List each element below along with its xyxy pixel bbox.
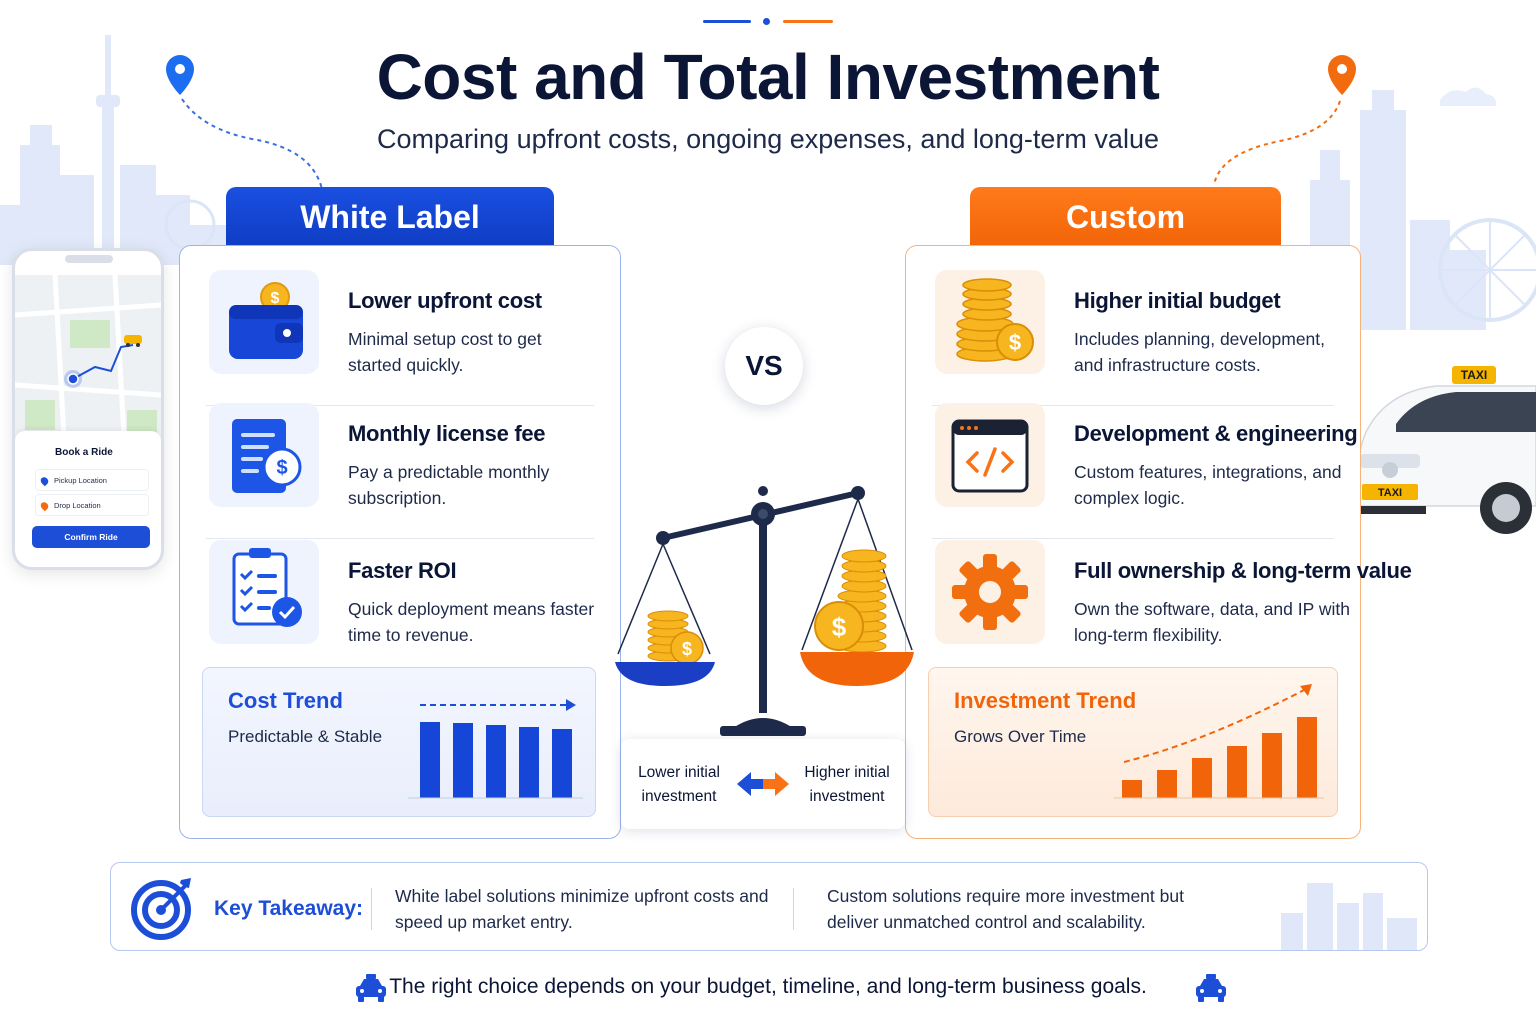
white-label-panel: $ Lower upfront cost Minimal setup cost … xyxy=(179,245,621,839)
cost-bar xyxy=(420,722,440,798)
investment-trend-chart xyxy=(1114,684,1324,799)
taxi-car-illustration: TAXI TAXI xyxy=(1356,366,1536,534)
invoice-dollar-icon: $ xyxy=(232,419,302,493)
trend-title: Investment Trend xyxy=(954,688,1137,713)
custom-panel: $ Higher initial budget Includes plannin… xyxy=(905,245,1412,839)
drop-pin-icon xyxy=(39,500,50,512)
map-pin-blue-icon xyxy=(166,55,323,190)
feature-title: Monthly license fee xyxy=(348,421,546,446)
pickup-placeholder: Pickup Location xyxy=(54,476,107,485)
takeaway-skyline xyxy=(1281,883,1417,950)
drop-location-input[interactable]: Drop Location xyxy=(35,494,149,516)
takeaway-white-label-text: White label solutions minimize upfront c… xyxy=(395,886,769,932)
compare-right-label: Higher initial investment xyxy=(804,764,890,805)
car-icon-left xyxy=(356,974,386,1002)
pickup-location-input[interactable]: Pickup Location xyxy=(35,469,149,491)
booking-sheet: Book a Ride Pickup Location Drop Locatio… xyxy=(15,431,161,567)
svg-text:$: $ xyxy=(271,290,280,307)
taxi-plate: TAXI xyxy=(1378,487,1402,499)
balance-scale-icon: $ $ xyxy=(615,486,914,736)
phone-mockup: Book a Ride Pickup Location Drop Locatio… xyxy=(12,248,164,570)
trend-subtitle: Predictable & Stable xyxy=(228,727,383,746)
header-accent xyxy=(703,18,833,25)
feature-full-ownership: Full ownership & long-term value Own the… xyxy=(932,540,1412,676)
feature-description: Custom features, integrations, and compl… xyxy=(1074,462,1342,508)
booking-title: Book a Ride xyxy=(55,447,113,458)
pickup-pin-icon xyxy=(39,475,50,487)
cost-trend-card: Cost Trend Predictable & Stable xyxy=(202,667,596,817)
checklist-icon xyxy=(232,548,302,627)
gear-icon xyxy=(952,554,1028,630)
vs-badge: VS xyxy=(725,327,803,405)
feature-description: Own the software, data, and IP with long… xyxy=(1074,599,1350,645)
trend-subtitle: Grows Over Time xyxy=(954,727,1087,746)
wallet-coin-icon: $ xyxy=(229,282,303,359)
takeaway-label: Key Takeaway: xyxy=(214,897,364,920)
feature-faster-roi: Faster ROI Quick deployment means faster… xyxy=(206,540,594,676)
swap-arrows-icon xyxy=(737,772,789,796)
investment-bar xyxy=(1157,770,1177,798)
feature-description: Pay a predictable monthly subscription. xyxy=(348,462,550,508)
map-pin-orange-icon xyxy=(1213,55,1356,185)
trend-title: Cost Trend xyxy=(228,688,343,713)
feature-description: Minimal setup cost to get started quickl… xyxy=(348,329,542,375)
cost-bar xyxy=(453,723,473,798)
cost-bar xyxy=(486,725,506,798)
investment-comparison-card: Lower initial investment Higher initial … xyxy=(621,739,905,829)
feature-title: Faster ROI xyxy=(348,558,457,583)
feature-lower-upfront-cost: $ Lower upfront cost Minimal setup cost … xyxy=(206,270,594,406)
investment-bar xyxy=(1122,780,1142,798)
page-subtitle: Comparing upfront costs, ongoing expense… xyxy=(377,124,1159,154)
tab-white-label: White Label xyxy=(226,187,554,247)
feature-description: Quick deployment means faster time to re… xyxy=(348,599,595,645)
feature-monthly-license-fee: $ Monthly license fee Pay a predictable … xyxy=(206,403,594,539)
investment-bar xyxy=(1192,758,1212,798)
feature-title: Higher initial budget xyxy=(1074,288,1281,313)
page-title: Cost and Total Investment xyxy=(376,41,1160,113)
tab-custom: Custom xyxy=(970,187,1281,247)
target-icon xyxy=(131,878,191,940)
feature-title: Lower upfront cost xyxy=(348,288,542,313)
code-window-icon xyxy=(951,419,1029,493)
coin-stack-icon: $ xyxy=(956,278,1034,362)
car-icon-right xyxy=(1196,974,1226,1002)
svg-text:$: $ xyxy=(832,612,847,642)
cost-bar xyxy=(519,727,539,798)
feature-title: Development & engineering xyxy=(1074,421,1358,446)
cost-trend-chart xyxy=(408,699,583,799)
svg-text:$: $ xyxy=(682,639,692,659)
investment-bar xyxy=(1227,746,1247,798)
feature-title: Full ownership & long-term value xyxy=(1074,558,1412,583)
cost-bar xyxy=(552,729,572,798)
feature-description: Includes planning, development, and infr… xyxy=(1074,329,1326,375)
takeaway-custom-text: Custom solutions require more investment… xyxy=(827,886,1184,932)
footer-message: The right choice depends on your budget,… xyxy=(389,975,1147,998)
ride-map xyxy=(15,275,161,455)
investment-bar xyxy=(1262,733,1282,798)
drop-placeholder: Drop Location xyxy=(54,501,101,510)
compare-left-label: Lower initial investment xyxy=(638,764,720,805)
svg-text:$: $ xyxy=(1009,330,1021,355)
svg-text:$: $ xyxy=(276,457,287,479)
investment-bar xyxy=(1297,717,1317,798)
investment-trend-card: Investment Trend Grows Over Time xyxy=(928,667,1338,817)
feature-development-engineering: Development & engineering Custom feature… xyxy=(932,403,1358,539)
taxi-roof-sign: TAXI xyxy=(1461,368,1487,382)
confirm-ride-button[interactable]: Confirm Ride xyxy=(32,526,150,548)
feature-higher-initial-budget: $ Higher initial budget Includes plannin… xyxy=(932,270,1334,406)
key-takeaway-bar: Key Takeaway: White label solutions mini… xyxy=(110,862,1428,951)
